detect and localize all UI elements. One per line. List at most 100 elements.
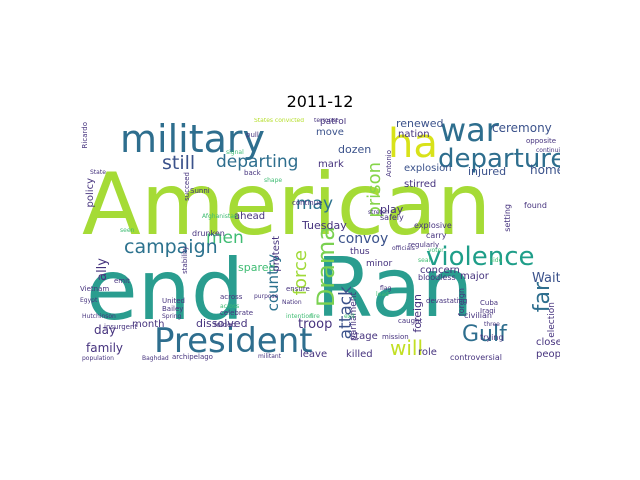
cloud-word: seen <box>120 227 135 234</box>
cloud-word: ensure <box>286 285 310 293</box>
cloud-word: military <box>120 118 265 161</box>
cloud-word: stirred <box>404 179 437 190</box>
cloud-word: Antonio <box>385 150 393 177</box>
cloud-word: continue <box>292 199 323 207</box>
cloud-word: purpose <box>254 293 279 300</box>
cloud-word: Egypt <box>80 297 98 304</box>
cloud-word: across <box>220 293 243 301</box>
cloud-word: minor <box>366 259 393 269</box>
cloud-word: concern <box>420 265 460 276</box>
cloud-word: Wait <box>532 271 560 286</box>
cloud-word: home <box>530 163 560 177</box>
cloud-word: stability <box>181 246 189 274</box>
cloud-word: still <box>162 152 196 174</box>
cloud-word: Ran <box>316 241 474 336</box>
cloud-word: trying <box>480 333 504 342</box>
cloud-word: campaign <box>124 236 218 258</box>
cloud-word: spared <box>238 261 276 274</box>
cloud-word: population <box>82 355 114 362</box>
cloud-word: militant <box>258 353 282 360</box>
cloud-word: found <box>524 201 547 210</box>
cloud-word: Nation <box>282 299 302 306</box>
cloud-word: day <box>94 323 117 337</box>
cloud-word: Drama <box>312 226 340 308</box>
cloud-word: Afghanistan <box>202 213 238 220</box>
cloud-word: State <box>90 169 106 176</box>
cloud-word: may <box>296 194 334 214</box>
cloud-word: ally <box>95 258 110 281</box>
cloud-word: signal <box>226 149 244 156</box>
cloud-word: mission <box>382 333 409 341</box>
cloud-word: American <box>82 155 492 255</box>
cloud-word: United <box>162 297 185 305</box>
cloud-word: three <box>484 321 500 328</box>
cloud-word: setting <box>503 204 512 232</box>
cloud-word: thus <box>350 247 370 257</box>
cloud-word: election <box>547 302 557 338</box>
cloud-word: killed <box>346 349 373 360</box>
cloud-word: protest <box>271 236 282 272</box>
cloud-word: Tuesday <box>302 219 347 232</box>
cloud-word: caught <box>398 317 423 325</box>
cloud-word: flag <box>380 285 392 292</box>
cloud-word: mark <box>318 159 344 170</box>
cloud-word: dissolved <box>196 317 248 330</box>
cloud-word: emit <box>114 277 130 285</box>
cloud-word: Vietnam <box>80 285 110 293</box>
cloud-word: archipelago <box>172 353 213 361</box>
cloud-word: renewed <box>396 118 444 130</box>
cloud-word: month <box>132 319 165 330</box>
cloud-word: folded <box>214 321 236 329</box>
cloud-word: injured <box>468 165 507 178</box>
cloud-word: departure <box>438 144 560 174</box>
cloud-word: convoy <box>338 231 389 247</box>
word-cloud: American end Ran military President war … <box>80 118 560 362</box>
cloud-word: close <box>536 337 560 348</box>
cloud-word: continuing <box>536 147 560 154</box>
cloud-word: bloodless <box>418 273 456 282</box>
cloud-word: insurgent <box>104 323 138 331</box>
cloud-word: Sunni <box>190 187 210 195</box>
cloud-word: explosion <box>404 163 452 174</box>
cloud-word: war <box>440 118 499 149</box>
cloud-word: regularly <box>408 241 440 249</box>
cloud-word: Iraqi <box>480 307 496 315</box>
cloud-word: policy <box>85 178 96 208</box>
cloud-word: fire <box>310 313 320 320</box>
cloud-word: seal <box>418 257 431 264</box>
cloud-word: intention <box>286 313 313 320</box>
cloud-word: stage <box>350 331 378 342</box>
cloud-word: departing <box>216 152 299 172</box>
cloud-word: controversial <box>450 353 502 362</box>
cloud-word: celebrate <box>220 309 254 317</box>
cloud-word: Bailey <box>162 305 184 313</box>
cloud-word: major <box>460 271 489 282</box>
cloud-word: leave <box>300 349 328 360</box>
cloud-word: role <box>418 347 437 358</box>
cloud-word: men <box>206 228 244 248</box>
cloud-word: patrol <box>320 118 347 127</box>
cloud-word: stretch <box>368 209 389 216</box>
cloud-word: people <box>536 349 560 360</box>
cloud-word: ceremony <box>492 121 552 135</box>
cloud-word: across <box>220 303 240 310</box>
cloud-word: States convicted <box>254 118 305 124</box>
cloud-word: lead <box>376 291 389 298</box>
cloud-word: back <box>244 169 261 177</box>
cloud-word: devastating <box>426 297 468 305</box>
cloud-word: Spring <box>162 313 182 320</box>
cloud-word: violence <box>426 242 535 272</box>
cloud-word: Gulf <box>462 322 507 347</box>
cloud-word: family <box>86 341 124 355</box>
cloud-word: carry <box>426 231 447 240</box>
cloud-word: shape <box>264 177 283 184</box>
cloud-word: side <box>490 257 503 264</box>
cloud-word: move <box>316 127 344 138</box>
cloud-word: voter <box>428 247 444 254</box>
cloud-word: play <box>380 203 404 216</box>
cloud-word: Cuba <box>480 299 499 307</box>
chart-title: 2011-12 <box>286 92 354 111</box>
cloud-word: will <box>390 336 424 360</box>
cloud-word: civilian <box>464 311 492 320</box>
cloud-word: officials <box>392 245 415 252</box>
